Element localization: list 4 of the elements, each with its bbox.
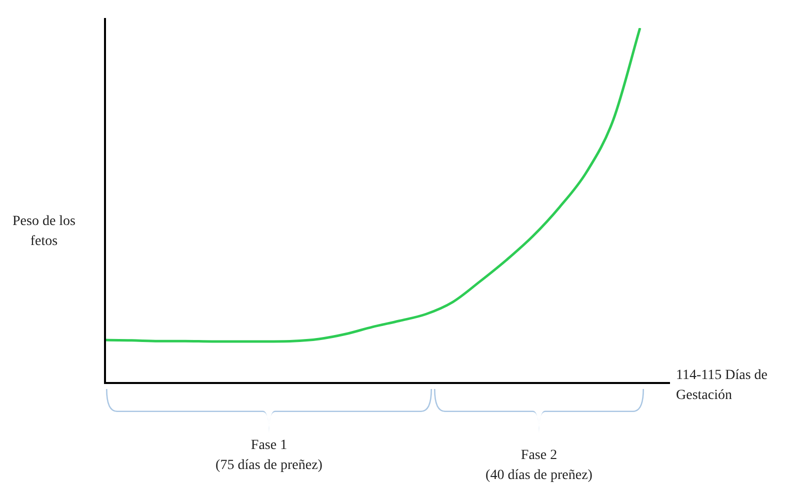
- y-axis-title: Peso de los fetos: [12, 213, 76, 251]
- text: Fase 2 (40 días de preñez): [484, 447, 594, 485]
- text: Fase 1 (75 días de preñez): [214, 437, 324, 475]
- x-axis-title: 114-115 Días de Gestación: [676, 367, 768, 405]
